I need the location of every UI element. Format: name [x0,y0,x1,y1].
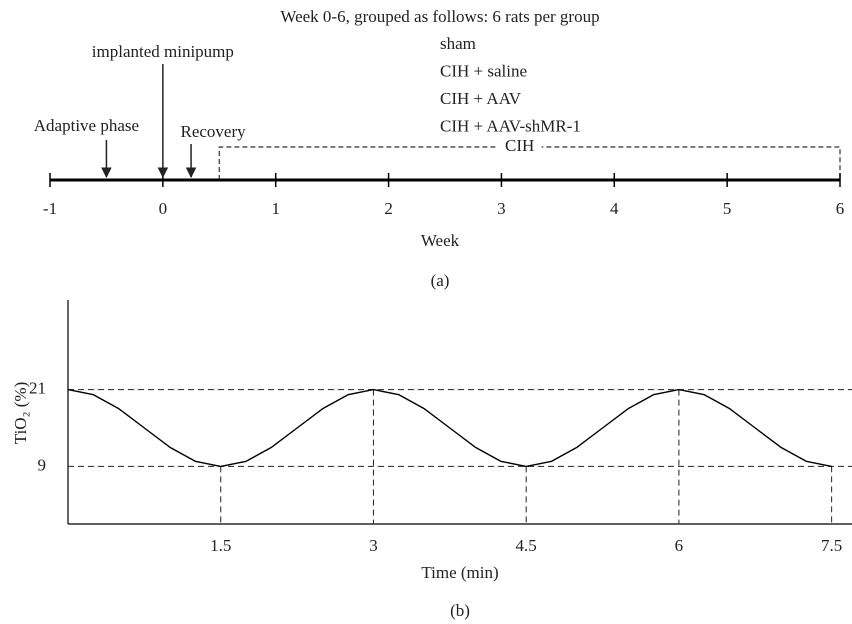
x-tick-label: 3 [369,536,378,555]
y-axis-label: TiO₂ (%) [11,382,30,444]
line-series [67,388,832,468]
panel-label: (b) [450,601,470,620]
x-tick-label: 2 [384,199,393,218]
x-axis-label: Week [421,231,460,250]
event-label: implanted minipump [92,42,234,61]
x-tick-label: 1.5 [210,536,231,555]
panel-label: (a) [431,271,450,290]
x-axis-label: Time (min) [421,563,498,582]
group-title: Week 0-6, grouped as follows: 6 rats per… [280,7,599,26]
span-label: CIH [505,136,534,155]
group-label: CIH + AAV [440,89,522,108]
event-label: Adaptive phase [34,116,139,135]
group-label: CIH + saline [440,61,527,80]
x-tick-label: 7.5 [821,536,842,555]
x-tick-label: 4.5 [516,536,537,555]
event-label: Recovery [181,122,247,141]
x-tick-label: 5 [723,199,732,218]
x-tick-label: 1 [271,199,280,218]
span-box [218,146,841,180]
y-tick-label: 9 [38,455,47,474]
group-label: CIH + AAV-shMR-1 [440,116,581,135]
x-tick-label: 6 [836,199,845,218]
group-label: sham [440,34,476,53]
x-tick-label: 6 [675,536,684,555]
x-tick-label: -1 [43,199,57,218]
y-tick-label: 21 [29,379,46,398]
x-tick-label: 3 [497,199,506,218]
span-label-bg [497,139,542,155]
x-tick-label: 0 [159,199,168,218]
x-tick-label: 4 [610,199,619,218]
